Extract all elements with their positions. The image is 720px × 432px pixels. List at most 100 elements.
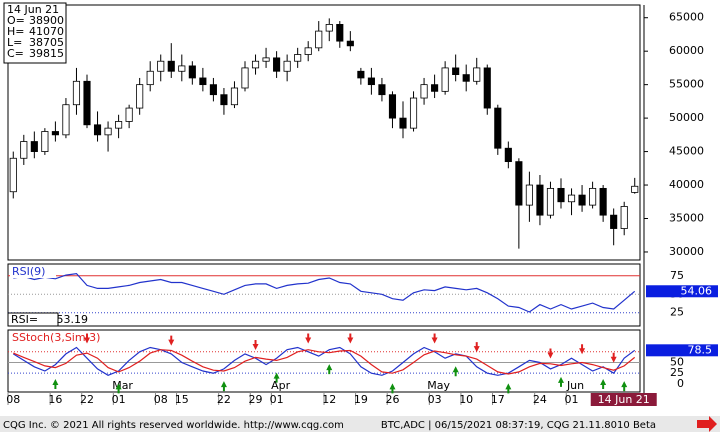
candle-body xyxy=(378,84,386,96)
current-value-box xyxy=(646,285,718,298)
candle-body xyxy=(115,121,123,129)
y-tick-label: 55000 xyxy=(669,78,704,91)
sell-signal xyxy=(347,333,354,344)
candle-body xyxy=(51,131,59,136)
candle-body xyxy=(473,67,481,82)
y-tick-label: 35000 xyxy=(669,212,704,225)
current-value-box xyxy=(646,344,718,357)
candle-body xyxy=(420,84,428,99)
month-label: Jun xyxy=(566,379,584,392)
cursor-date-box xyxy=(590,393,657,406)
y-tick-label: 75 xyxy=(670,269,684,282)
candle-body xyxy=(62,104,70,136)
month-label: Mar xyxy=(112,379,133,392)
candle-body xyxy=(441,67,449,92)
candle-body xyxy=(567,194,576,203)
scroll-arrow[interactable] xyxy=(697,416,717,432)
candle-body xyxy=(188,65,196,79)
candle-body xyxy=(167,60,175,72)
panel-frame xyxy=(7,4,641,261)
sell-signal xyxy=(168,335,175,346)
y-tick-label: 60000 xyxy=(669,44,704,57)
readout-value: 39815 xyxy=(29,47,64,60)
candle-body xyxy=(230,87,239,106)
candle-body xyxy=(20,141,28,159)
buy-signal xyxy=(52,379,59,390)
readout-value: 38705 xyxy=(29,36,64,49)
readout-box xyxy=(3,2,67,64)
candle-body xyxy=(178,65,186,72)
title-box xyxy=(10,332,119,344)
x-tick-label: 08 xyxy=(154,393,168,406)
y-tick-label: 50000 xyxy=(669,111,704,124)
x-tick-label: 16 xyxy=(48,393,62,406)
candle-body xyxy=(9,157,17,193)
candle-body xyxy=(631,185,639,193)
footer-info: BTC,ADC | 06/15/2021 08:37:19, CQG 21.11… xyxy=(381,420,656,431)
y-tick-label: 0 xyxy=(677,377,684,390)
x-tick-label: 24 xyxy=(533,393,547,406)
x-tick-label: 22 xyxy=(217,393,231,406)
x-tick-label: 01 xyxy=(565,393,579,406)
y-tick-label: 40000 xyxy=(669,178,704,191)
panel-frame xyxy=(7,263,641,327)
readout-box xyxy=(7,312,59,327)
readout-label: C= xyxy=(7,47,24,60)
x-tick-label: 26 xyxy=(385,393,399,406)
buy-signal xyxy=(558,376,564,387)
candle-body xyxy=(83,80,91,126)
sell-signal xyxy=(610,352,617,363)
candle-body xyxy=(41,131,49,152)
y-tick-label: 25 xyxy=(670,306,684,319)
candle-body xyxy=(388,94,397,119)
candle-body xyxy=(283,60,291,72)
x-tick-label: 17 xyxy=(491,393,505,406)
candle-body xyxy=(494,107,502,149)
candle-body xyxy=(546,187,555,216)
title-box xyxy=(10,266,56,278)
candle-body xyxy=(515,161,523,206)
y-tick-label: 45000 xyxy=(669,145,704,158)
buy-signal xyxy=(326,364,333,375)
sell-signal xyxy=(84,333,90,344)
x-tick-label: 19 xyxy=(354,393,368,406)
readout-value: 38900 xyxy=(29,14,64,27)
status-bar xyxy=(0,416,720,432)
buy-signal xyxy=(505,383,512,394)
buy-signal xyxy=(600,379,607,390)
sell-signal xyxy=(473,342,480,353)
buy-signal xyxy=(452,366,459,377)
candle-body xyxy=(241,67,249,89)
candle-body xyxy=(525,184,533,206)
candle-body xyxy=(483,67,491,109)
cursor-date: 14 Jun 21 xyxy=(598,393,650,406)
candle-body xyxy=(599,187,607,216)
current-value: 54.06 xyxy=(681,284,713,297)
candle-body xyxy=(157,60,165,72)
x-tick-label: 01 xyxy=(270,393,284,406)
candle-body xyxy=(589,187,597,206)
readout-value: 41070 xyxy=(29,25,64,38)
candle-body xyxy=(93,124,102,136)
current-value: 78.5 xyxy=(688,343,713,356)
candle-body xyxy=(504,147,512,163)
buy-signal xyxy=(621,381,628,392)
readout-label: H= xyxy=(7,25,25,38)
candle-body xyxy=(452,67,460,76)
y-tick-label: 30000 xyxy=(669,245,704,258)
candle-body xyxy=(578,194,586,206)
x-tick-label: 15 xyxy=(175,393,189,406)
readout-label: RSI= xyxy=(11,313,38,326)
candle-body xyxy=(209,84,217,96)
sell-signal xyxy=(431,333,438,344)
candle-body xyxy=(325,24,333,32)
y-tick-label: 50 xyxy=(670,355,684,368)
readout-date: 14 Jun 21 xyxy=(7,3,59,16)
y-tick-label: 65000 xyxy=(669,11,704,24)
x-tick-label: 01 xyxy=(112,393,126,406)
candle-body xyxy=(357,70,365,79)
x-tick-label: 29 xyxy=(249,393,263,406)
month-label: May xyxy=(427,379,450,392)
candle-body xyxy=(220,94,228,106)
x-tick-label: 08 xyxy=(6,393,20,406)
